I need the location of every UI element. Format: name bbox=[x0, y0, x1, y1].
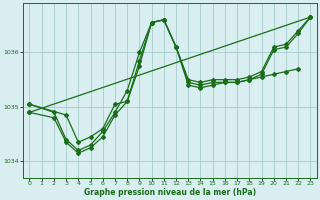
X-axis label: Graphe pression niveau de la mer (hPa): Graphe pression niveau de la mer (hPa) bbox=[84, 188, 256, 197]
